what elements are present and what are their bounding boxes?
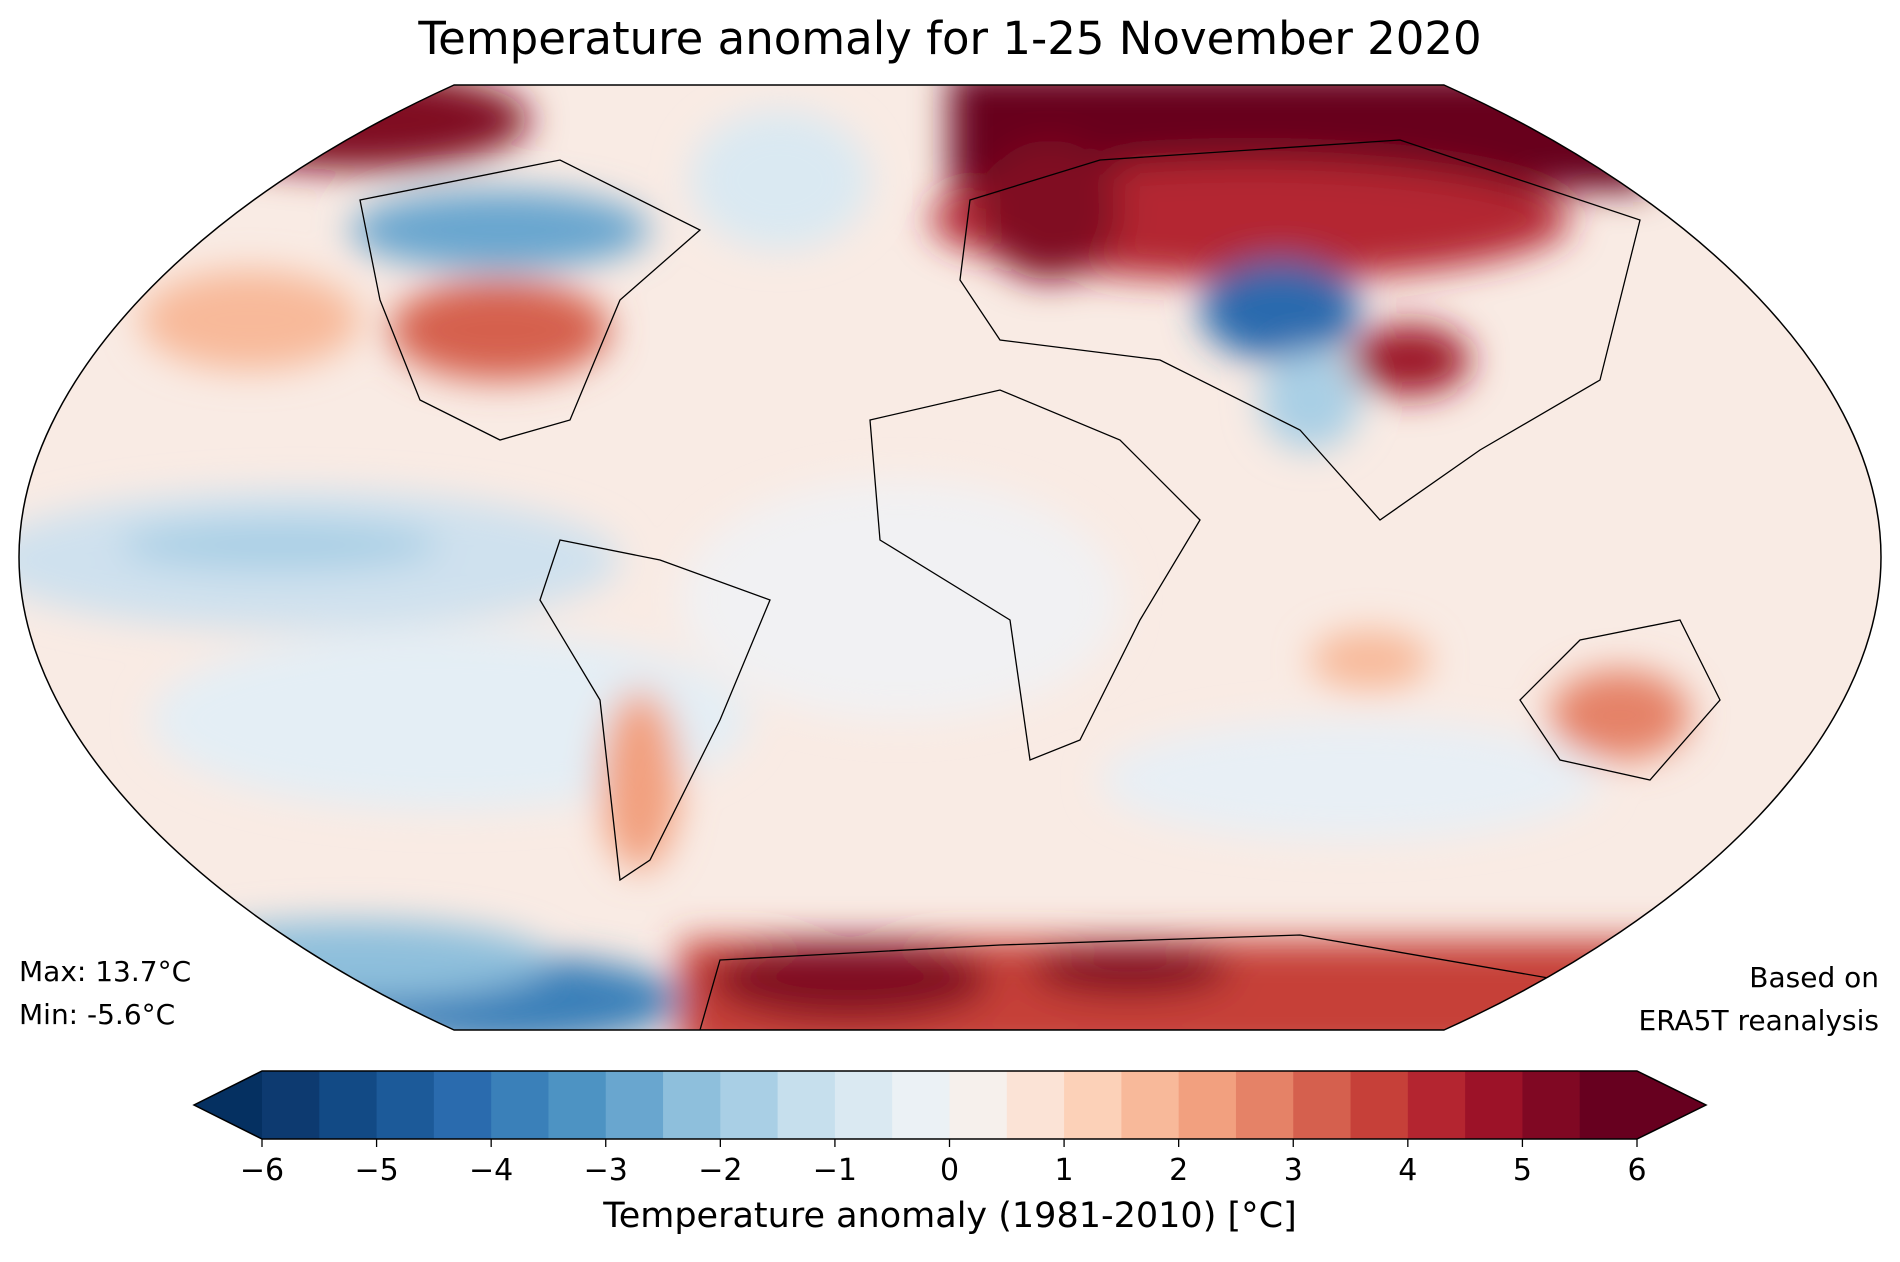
colorbar-bin [720,1071,779,1139]
colorbar-tick-label: 3 [1283,1153,1303,1188]
map-title: Temperature anomaly for 1-25 November 20… [418,12,1482,65]
colorbar-bin [491,1071,549,1139]
colorbar-bin [949,1071,1008,1139]
colorbar-bin [1522,1071,1581,1139]
colorbar-bin [1465,1071,1523,1139]
colorbar-tick-label: 6 [1627,1153,1647,1188]
colorbar-tick-label: −5 [354,1153,399,1188]
colorbar-bin [262,1071,320,1139]
colorbar-bin [1235,1071,1294,1139]
colorbar-bin [433,1071,492,1139]
colorbar-bin [605,1071,664,1139]
colorbar-tick-label: −3 [583,1153,628,1188]
colorbar-bin [1350,1071,1409,1139]
colorbar-bin [319,1071,378,1139]
colorbar-bin [663,1071,721,1139]
map-outline [18,84,1882,1031]
colorbar-bin [1407,1071,1466,1139]
source-annotation: Based on ERA5T reanalysis [1639,956,1879,1042]
min-value: Min: -5.6°C [19,998,176,1031]
colorbar-tick-label: 0 [939,1153,960,1188]
max-value: Max: 13.7°C [19,955,192,988]
colorbar-tick-label: 1 [1054,1153,1074,1188]
stats-annotation: Max: 13.7°C Min: -5.6°C [19,950,191,1036]
colorbar-bin [1064,1071,1122,1139]
colorbar-over-extension [1637,1071,1706,1139]
colorbar-bin [548,1071,607,1139]
colorbar-bin [1579,1071,1638,1139]
colorbar-bin [1006,1071,1065,1139]
colorbar [192,1070,1708,1147]
colorbar-bin [777,1071,836,1139]
source-line1: Based on [1749,961,1879,994]
colorbar-tick-label: −6 [239,1153,285,1188]
colorbar-tick-label: −1 [812,1153,858,1188]
colorbar-tick-label: 4 [1398,1153,1418,1188]
colorbar-tick-label: 2 [1169,1153,1189,1188]
colorbar-tick-label: −4 [469,1153,514,1188]
colorbar-bin [376,1071,435,1139]
colorbar-bin [1293,1071,1352,1139]
colorbar-bin [892,1071,950,1139]
colorbar-tick-label: 5 [1512,1153,1532,1188]
colorbar-bin [1178,1071,1237,1139]
colorbar-bin [1121,1071,1180,1139]
source-line2: ERA5T reanalysis [1638,1004,1879,1037]
colorbar-under-extension [194,1071,262,1139]
colorbar-bin [834,1071,893,1139]
anomaly-field [19,85,1881,1030]
colorbar-label: Temperature anomaly (1981-2010) [°C] [603,1196,1297,1236]
colorbar-tick-label: −2 [698,1153,743,1188]
